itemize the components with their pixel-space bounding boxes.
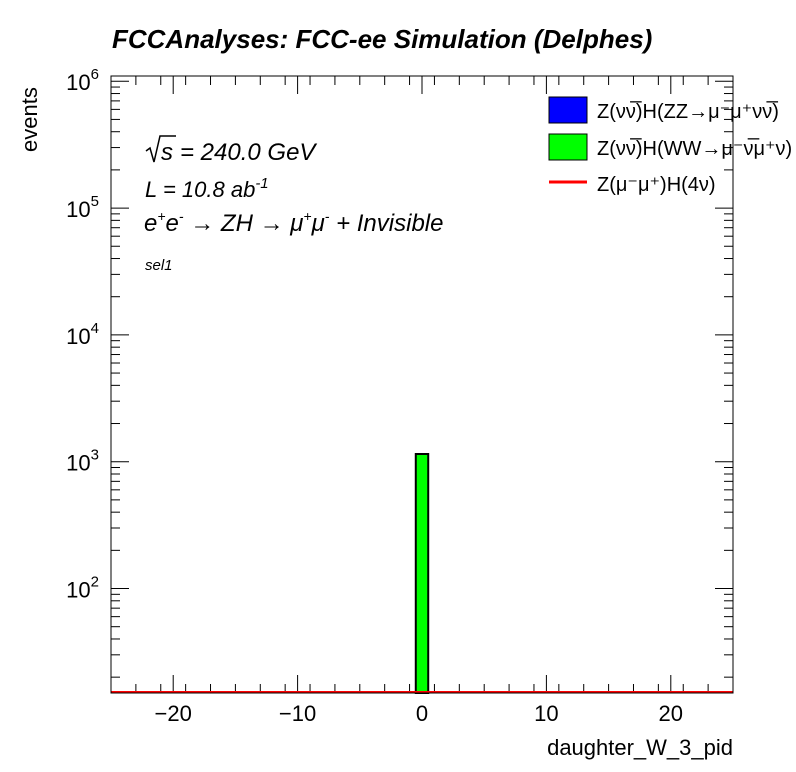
- luminosity-base: L = 10.8 ab: [145, 177, 255, 202]
- y-axis-title: events: [17, 87, 42, 152]
- chart-title: FCCAnalyses: FCC-ee Simulation (Delphes): [112, 24, 652, 54]
- bar-series-1-bin: [414, 453, 430, 694]
- x-tick-label: −20: [155, 701, 192, 726]
- sqrt-symbol: [145, 135, 176, 163]
- legend-swatch-ww: [548, 133, 588, 161]
- plot-frame: [110, 75, 734, 694]
- y-tick-label: 104: [66, 320, 99, 349]
- luminosity-label: L = 10.8 ab-1: [145, 175, 269, 202]
- legend-label-mumu: Z(μ⁻μ⁺)H(4ν): [597, 174, 716, 196]
- histogram-bars: [414, 453, 430, 694]
- selection-label: sel1: [145, 257, 173, 274]
- annotations: s = 240.0 GeV L = 10.8 ab-1 e+e- → ZH → …: [144, 135, 443, 274]
- sqrt-s-value: = 240.0 GeV: [180, 139, 317, 166]
- y-tick-label: 105: [66, 193, 99, 222]
- x-tick-label: 0: [416, 701, 428, 726]
- x-axis-title: daughter_W_3_pid: [547, 735, 733, 760]
- y-tick-label: 102: [66, 574, 99, 603]
- process-label: e+e- → ZH → μ+μ- + Invisible: [144, 208, 443, 237]
- legend-label-ww: Z(νν̅)H(WW→μ⁻ν̅μ⁺ν): [597, 137, 792, 160]
- legend-label-zz: Z(νν̅)H(ZZ→μ⁻μ⁺νν̅): [597, 100, 779, 123]
- luminosity-exponent: -1: [255, 175, 268, 192]
- sqrt-s-letter: s: [161, 139, 173, 166]
- legend: Z(νν̅)H(ZZ→μ⁻μ⁺νν̅) Z(νν̅)H(WW→μ⁻ν̅μ⁺ν) …: [548, 96, 792, 196]
- legend-swatch-zz: [548, 96, 588, 124]
- x-tick-label: −10: [279, 701, 316, 726]
- axis-ticks: −20 −10 0 10 20 102 103 104 105 106: [66, 66, 734, 726]
- y-tick-label: 106: [66, 66, 99, 95]
- x-tick-label: 10: [534, 701, 558, 726]
- y-tick-label: 103: [66, 447, 99, 476]
- x-tick-label: 20: [659, 701, 683, 726]
